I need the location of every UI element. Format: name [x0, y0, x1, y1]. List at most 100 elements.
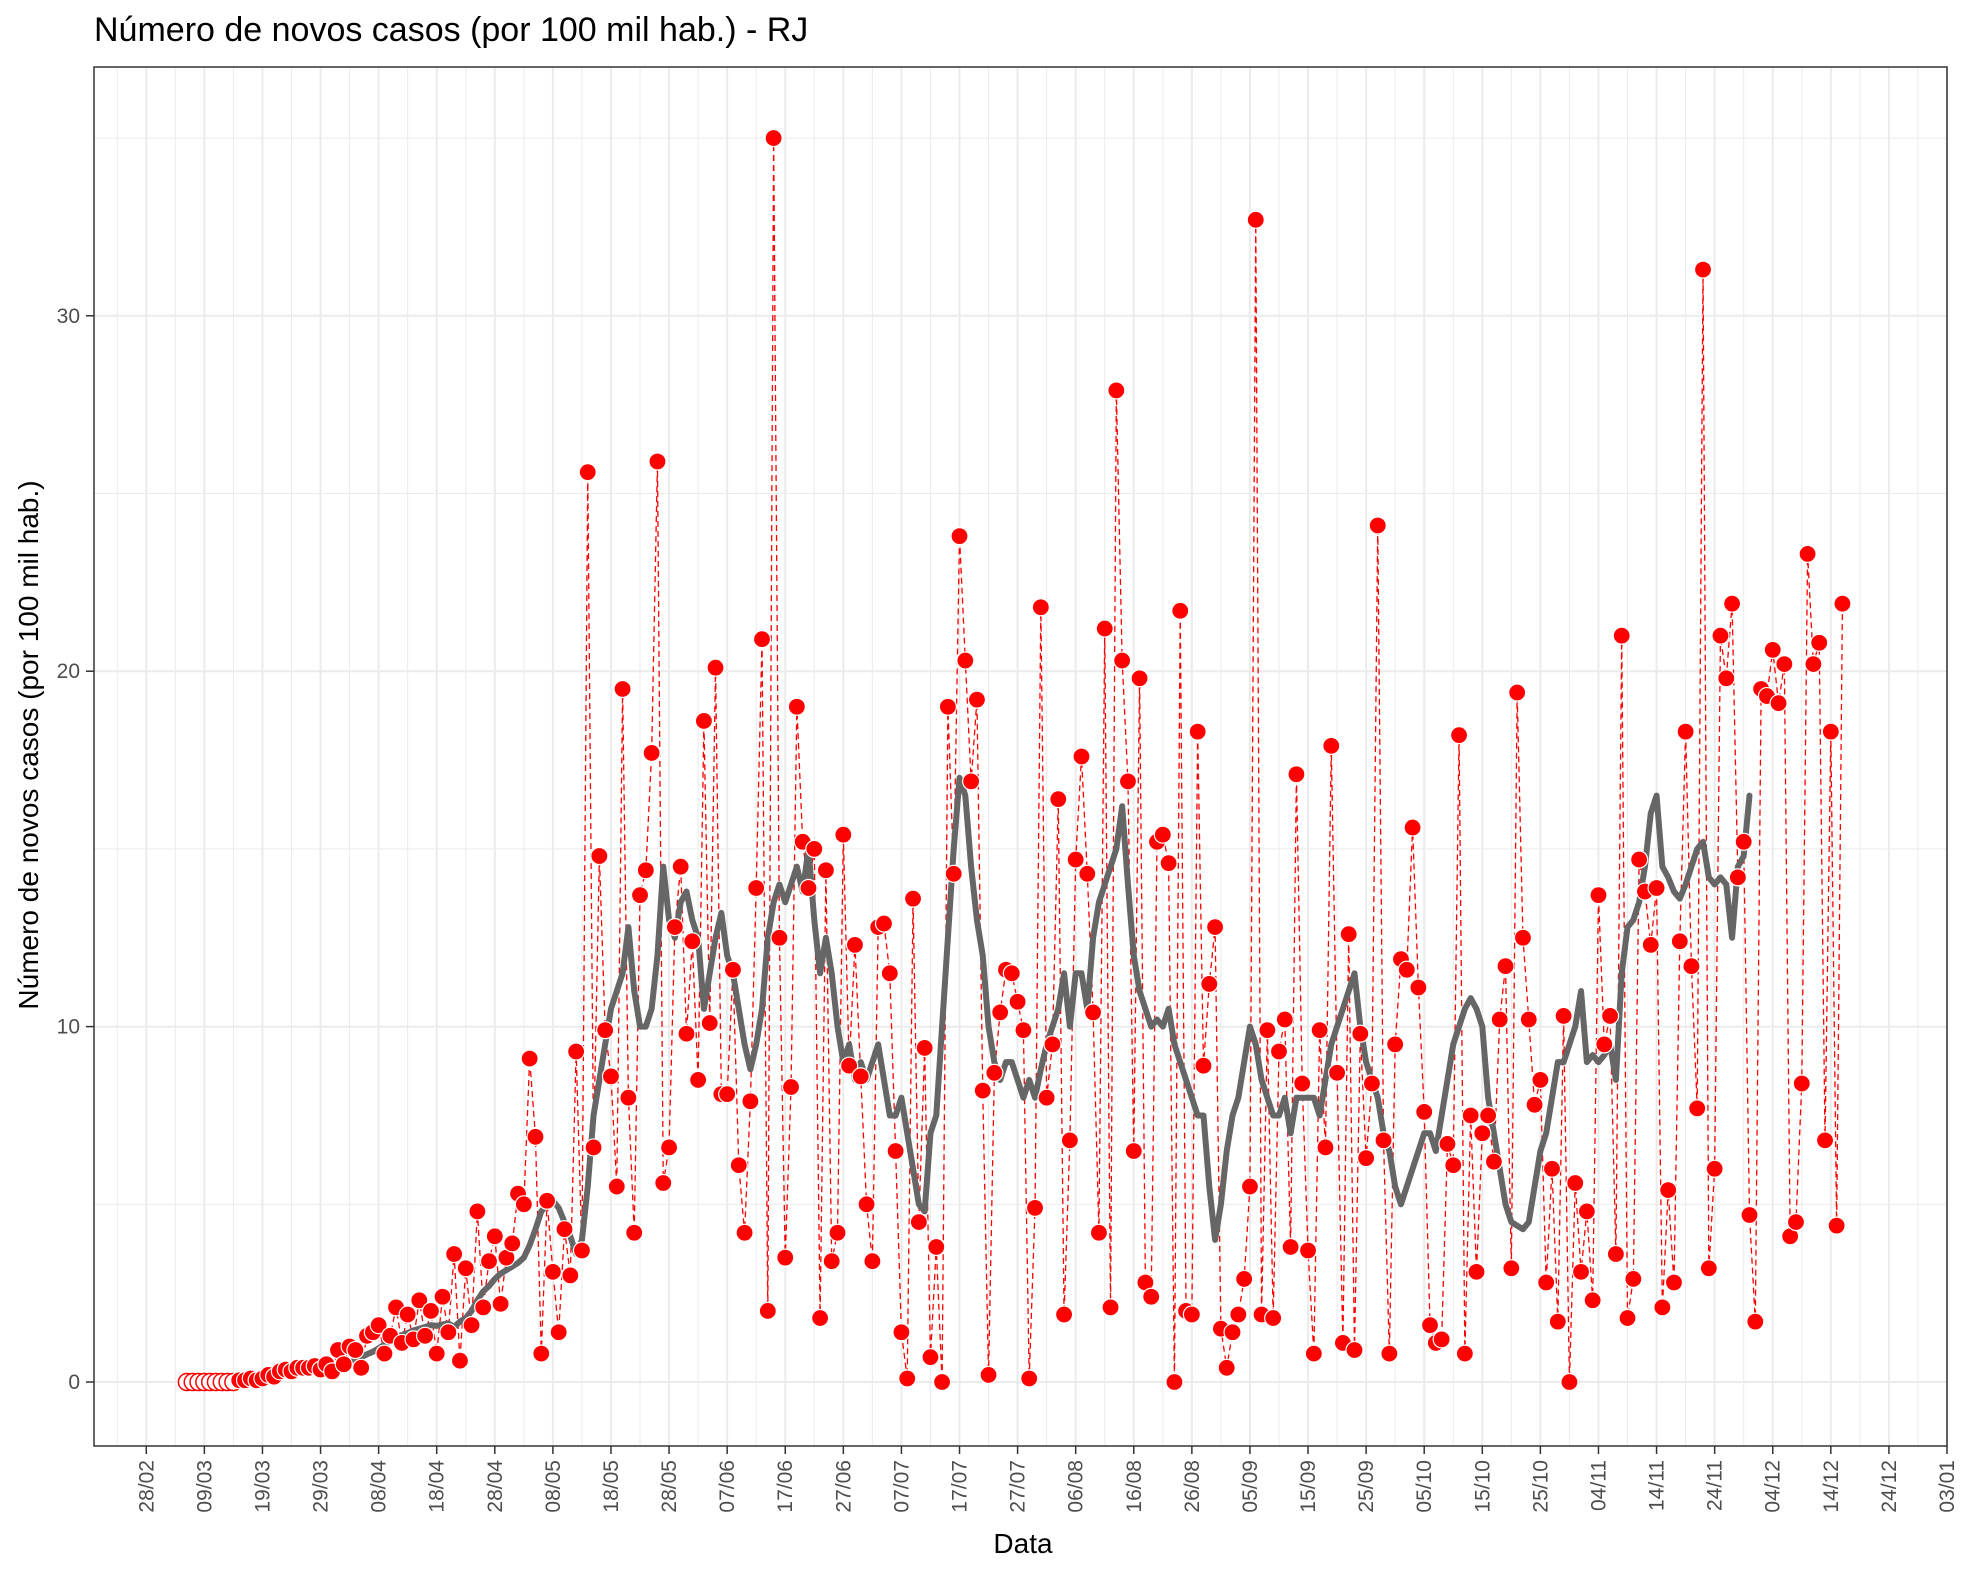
data-point: [1525, 1095, 1544, 1114]
data-point: [805, 839, 824, 859]
data-point: [636, 861, 655, 880]
data-point: [898, 1369, 917, 1388]
data-point: [810, 1308, 830, 1328]
data-point: [532, 1344, 551, 1363]
data-point: [491, 1294, 510, 1313]
data-point: [474, 1298, 493, 1317]
data-point: [1415, 1102, 1434, 1122]
data-point: [1618, 1308, 1637, 1328]
data-point: [1566, 1173, 1585, 1193]
data-point: [1444, 1156, 1463, 1175]
data-point: [735, 1223, 754, 1242]
data-point: [1031, 598, 1050, 617]
grid-minor: [94, 67, 1947, 1446]
data-point: [590, 846, 609, 866]
daily-points: [177, 128, 1852, 1392]
x-tick-label: 09/03: [193, 1460, 216, 1513]
data-point: [1113, 651, 1132, 670]
data-point: [683, 932, 702, 951]
data-point: [1002, 964, 1021, 983]
data-point: [1287, 765, 1306, 784]
x-tick-label: 29/03: [310, 1460, 333, 1513]
data-point: [1205, 917, 1225, 937]
y-tick-label: 0: [68, 1371, 80, 1394]
data-point: [1118, 772, 1138, 791]
data-point: [880, 964, 899, 983]
data-point: [822, 1252, 841, 1271]
data-point: [1554, 1006, 1573, 1026]
data-point: [1368, 516, 1387, 535]
data-point: [874, 914, 894, 933]
data-point: [1258, 1021, 1277, 1040]
data-point: [1664, 1273, 1684, 1292]
grid-major: [94, 67, 1948, 1446]
data-point: [938, 697, 957, 716]
data-point: [1589, 886, 1608, 905]
x-tick-label: 16/08: [1123, 1460, 1146, 1513]
data-point: [503, 1234, 522, 1253]
data-point: [1484, 1152, 1504, 1171]
data-point: [561, 1266, 580, 1285]
data-point: [450, 1351, 470, 1370]
data-point: [967, 690, 987, 709]
data-point: [659, 1138, 679, 1157]
data-point: [1014, 1021, 1033, 1040]
data-point: [1810, 633, 1829, 652]
data-point: [1577, 1202, 1596, 1221]
data-point: [1769, 694, 1788, 713]
x-tick-label: 24/12: [1878, 1460, 1901, 1513]
data-point: [1043, 1035, 1062, 1054]
data-point: [1084, 1003, 1103, 1022]
data-point: [1688, 1099, 1707, 1118]
data-point: [1438, 1134, 1457, 1154]
data-point: [1130, 669, 1149, 688]
data-point: [816, 861, 836, 880]
data-point: [572, 1241, 592, 1260]
data-point: [1624, 1269, 1643, 1289]
data-point: [1548, 1312, 1567, 1331]
data-point: [1223, 1323, 1242, 1342]
data-point: [567, 1042, 586, 1061]
data-point: [468, 1202, 487, 1221]
data-point: [892, 1323, 911, 1342]
data-point: [956, 651, 975, 670]
data-point: [1502, 1259, 1521, 1278]
daily-dashed-polyline: [186, 138, 1844, 1383]
data-point: [886, 1141, 905, 1161]
data-point: [1078, 864, 1097, 883]
data-point: [346, 1340, 365, 1360]
x-tick-label: 03/01: [1936, 1460, 1959, 1513]
data-point: [1037, 1088, 1056, 1107]
data-point: [427, 1344, 446, 1363]
x-tick-label: 05/10: [1413, 1460, 1436, 1513]
data-point: [514, 1195, 533, 1214]
data-point: [764, 128, 783, 148]
x-tick-label: 25/09: [1355, 1460, 1378, 1513]
x-tick-label: 28/04: [484, 1460, 507, 1513]
data-point: [1362, 1074, 1382, 1093]
y-tick-label: 20: [57, 660, 80, 683]
data-point: [648, 452, 667, 471]
data-point: [1200, 974, 1219, 994]
data-point: [543, 1262, 562, 1281]
data-point: [828, 1223, 847, 1242]
data-point: [1600, 1006, 1620, 1026]
x-axis-title: Data: [993, 1528, 1053, 1559]
data-point: [752, 630, 772, 649]
data-point: [654, 1173, 673, 1193]
data-point: [1142, 1287, 1161, 1306]
data-point: [596, 1021, 615, 1040]
data-point: [741, 1092, 760, 1111]
data-point: [1496, 957, 1515, 976]
data-point: [1054, 1305, 1074, 1324]
data-point: [1357, 1149, 1376, 1168]
data-point: [1165, 1372, 1184, 1392]
data-point: [1647, 878, 1666, 898]
data-point: [944, 864, 963, 883]
data-point: [1490, 1010, 1509, 1029]
daily-dashed-line: [186, 138, 1844, 1383]
data-point: [555, 1220, 574, 1239]
data-point: [1641, 935, 1660, 954]
data-point: [903, 889, 923, 908]
